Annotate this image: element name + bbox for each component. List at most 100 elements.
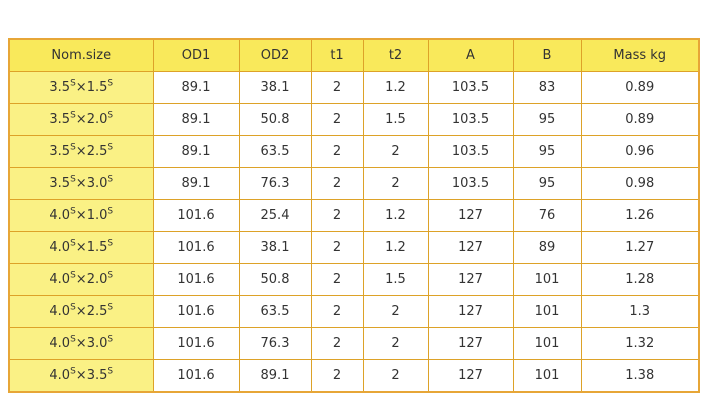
cell-t2: 1.2: [362, 199, 429, 232]
table-row: 4.0S×3.0S 101.6 76.3 2 2 127 101 1.32: [8, 327, 700, 360]
cell-t2: 1.2: [362, 71, 429, 104]
size-superscript: S: [107, 78, 114, 89]
cell-t1: 2: [310, 199, 364, 232]
table-row: 3.5S×1.5S 89.1 38.1 2 1.2 103.5 83 0.89: [8, 71, 700, 104]
size-superscript: S: [70, 78, 76, 89]
cell-a: 127: [427, 263, 514, 296]
size-value: 4.0: [49, 336, 71, 351]
cell-b: 101: [512, 327, 582, 360]
column-header-b: B: [512, 38, 582, 72]
cell-a: 127: [427, 359, 514, 393]
pipe-spec-table: Nom.size OD1 OD2 t1 t2 A B Mass kg 3.5S×1.5S 89.…: [8, 38, 700, 393]
size-superscript: S: [70, 334, 76, 345]
size-superscript: S: [107, 142, 114, 153]
column-header-nom-size: Nom.size: [8, 38, 154, 72]
size-value: 1.0: [86, 208, 108, 223]
table-row: 4.0S×2.0S 101.6 50.8 2 1.5 127 101 1.28: [8, 263, 700, 296]
size-superscript: S: [70, 302, 76, 313]
table-row: 4.0S×2.5S 101.6 63.5 2 2 127 101 1.3: [8, 295, 700, 328]
cell-od1: 89.1: [152, 71, 240, 104]
size-superscript: S: [70, 110, 76, 121]
times-sign: ×: [75, 176, 87, 191]
cell-t2: 1.5: [362, 263, 429, 296]
cell-od2: 63.5: [238, 295, 312, 328]
size-value: 3.5: [49, 80, 71, 95]
times-sign: ×: [75, 336, 87, 351]
times-sign: ×: [75, 304, 87, 319]
cell-a: 127: [427, 295, 514, 328]
times-sign: ×: [75, 208, 87, 223]
size-value: 3.5: [49, 144, 71, 159]
size-superscript: S: [107, 238, 114, 249]
nom-size-cell: 4.0S×2.0S: [8, 263, 154, 296]
column-header-t2: t2: [362, 38, 429, 72]
table-row: 3.5S×2.0S 89.1 50.8 2 1.5 103.5 95 0.89: [8, 103, 700, 136]
cell-b: 76: [512, 199, 582, 232]
cell-a: 127: [427, 231, 514, 264]
cell-od2: 50.8: [238, 263, 312, 296]
nom-size-cell: 3.5S×3.0S: [8, 167, 154, 200]
times-sign: ×: [75, 272, 87, 287]
cell-b: 101: [512, 295, 582, 328]
cell-od1: 101.6: [152, 263, 240, 296]
cell-od1: 101.6: [152, 327, 240, 360]
size-superscript: S: [70, 142, 76, 153]
header-row: Nom.size OD1 OD2 t1 t2 A B Mass kg: [8, 38, 700, 72]
size-superscript: S: [70, 366, 76, 377]
size-value: 2.0: [86, 272, 108, 287]
cell-t1: 2: [310, 71, 364, 104]
size-value: 2.5: [86, 144, 108, 159]
cell-mass-kg: 0.89: [580, 71, 700, 104]
times-sign: ×: [75, 80, 87, 95]
cell-b: 95: [512, 135, 582, 168]
nom-size-cell: 4.0S×3.5S: [8, 359, 154, 393]
cell-mass-kg: 1.28: [580, 263, 700, 296]
cell-t2: 2: [362, 167, 429, 200]
size-superscript: S: [107, 270, 114, 281]
table-row: 4.0S×1.5S 101.6 38.1 2 1.2 127 89 1.27: [8, 231, 700, 264]
table-row: 3.5S×2.5S 89.1 63.5 2 2 103.5 95 0.96: [8, 135, 700, 168]
cell-b: 101: [512, 263, 582, 296]
cell-t2: 2: [362, 359, 429, 393]
cell-od1: 89.1: [152, 103, 240, 136]
cell-b: 95: [512, 103, 582, 136]
cell-od2: 76.3: [238, 327, 312, 360]
nom-size-cell: 4.0S×3.0S: [8, 327, 154, 360]
size-value: 3.5: [86, 368, 108, 383]
size-value: 1.5: [86, 80, 108, 95]
size-superscript: S: [107, 334, 114, 345]
cell-a: 103.5: [427, 167, 514, 200]
nom-size-cell: 4.0S×1.5S: [8, 231, 154, 264]
size-value: 3.5: [49, 176, 71, 191]
table-row: 4.0S×1.0S 101.6 25.4 2 1.2 127 76 1.26: [8, 199, 700, 232]
cell-b: 101: [512, 359, 582, 393]
size-superscript: S: [107, 174, 114, 185]
nom-size-cell: 3.5S×1.5S: [8, 71, 154, 104]
size-superscript: S: [70, 270, 76, 281]
cell-od2: 38.1: [238, 71, 312, 104]
size-value: 4.0: [49, 240, 71, 255]
cell-t1: 2: [310, 135, 364, 168]
cell-od2: 63.5: [238, 135, 312, 168]
table-body: 3.5S×1.5S 89.1 38.1 2 1.2 103.5 83 0.89 3.5S×2.0…: [8, 71, 700, 393]
cell-od1: 89.1: [152, 167, 240, 200]
column-header-od2: OD2: [238, 38, 312, 72]
cell-t1: 2: [310, 167, 364, 200]
cell-t1: 2: [310, 103, 364, 136]
size-superscript: S: [107, 206, 114, 217]
size-superscript: S: [70, 238, 76, 249]
cell-od2: 25.4: [238, 199, 312, 232]
cell-od2: 76.3: [238, 167, 312, 200]
cell-a: 103.5: [427, 71, 514, 104]
cell-b: 89: [512, 231, 582, 264]
times-sign: ×: [75, 112, 87, 127]
nom-size-cell: 3.5S×2.0S: [8, 103, 154, 136]
cell-od1: 101.6: [152, 199, 240, 232]
size-value: 2.0: [86, 112, 108, 127]
cell-mass-kg: 1.3: [580, 295, 700, 328]
cell-mass-kg: 1.38: [580, 359, 700, 393]
times-sign: ×: [75, 240, 87, 255]
cell-mass-kg: 0.89: [580, 103, 700, 136]
size-value: 1.5: [86, 240, 108, 255]
